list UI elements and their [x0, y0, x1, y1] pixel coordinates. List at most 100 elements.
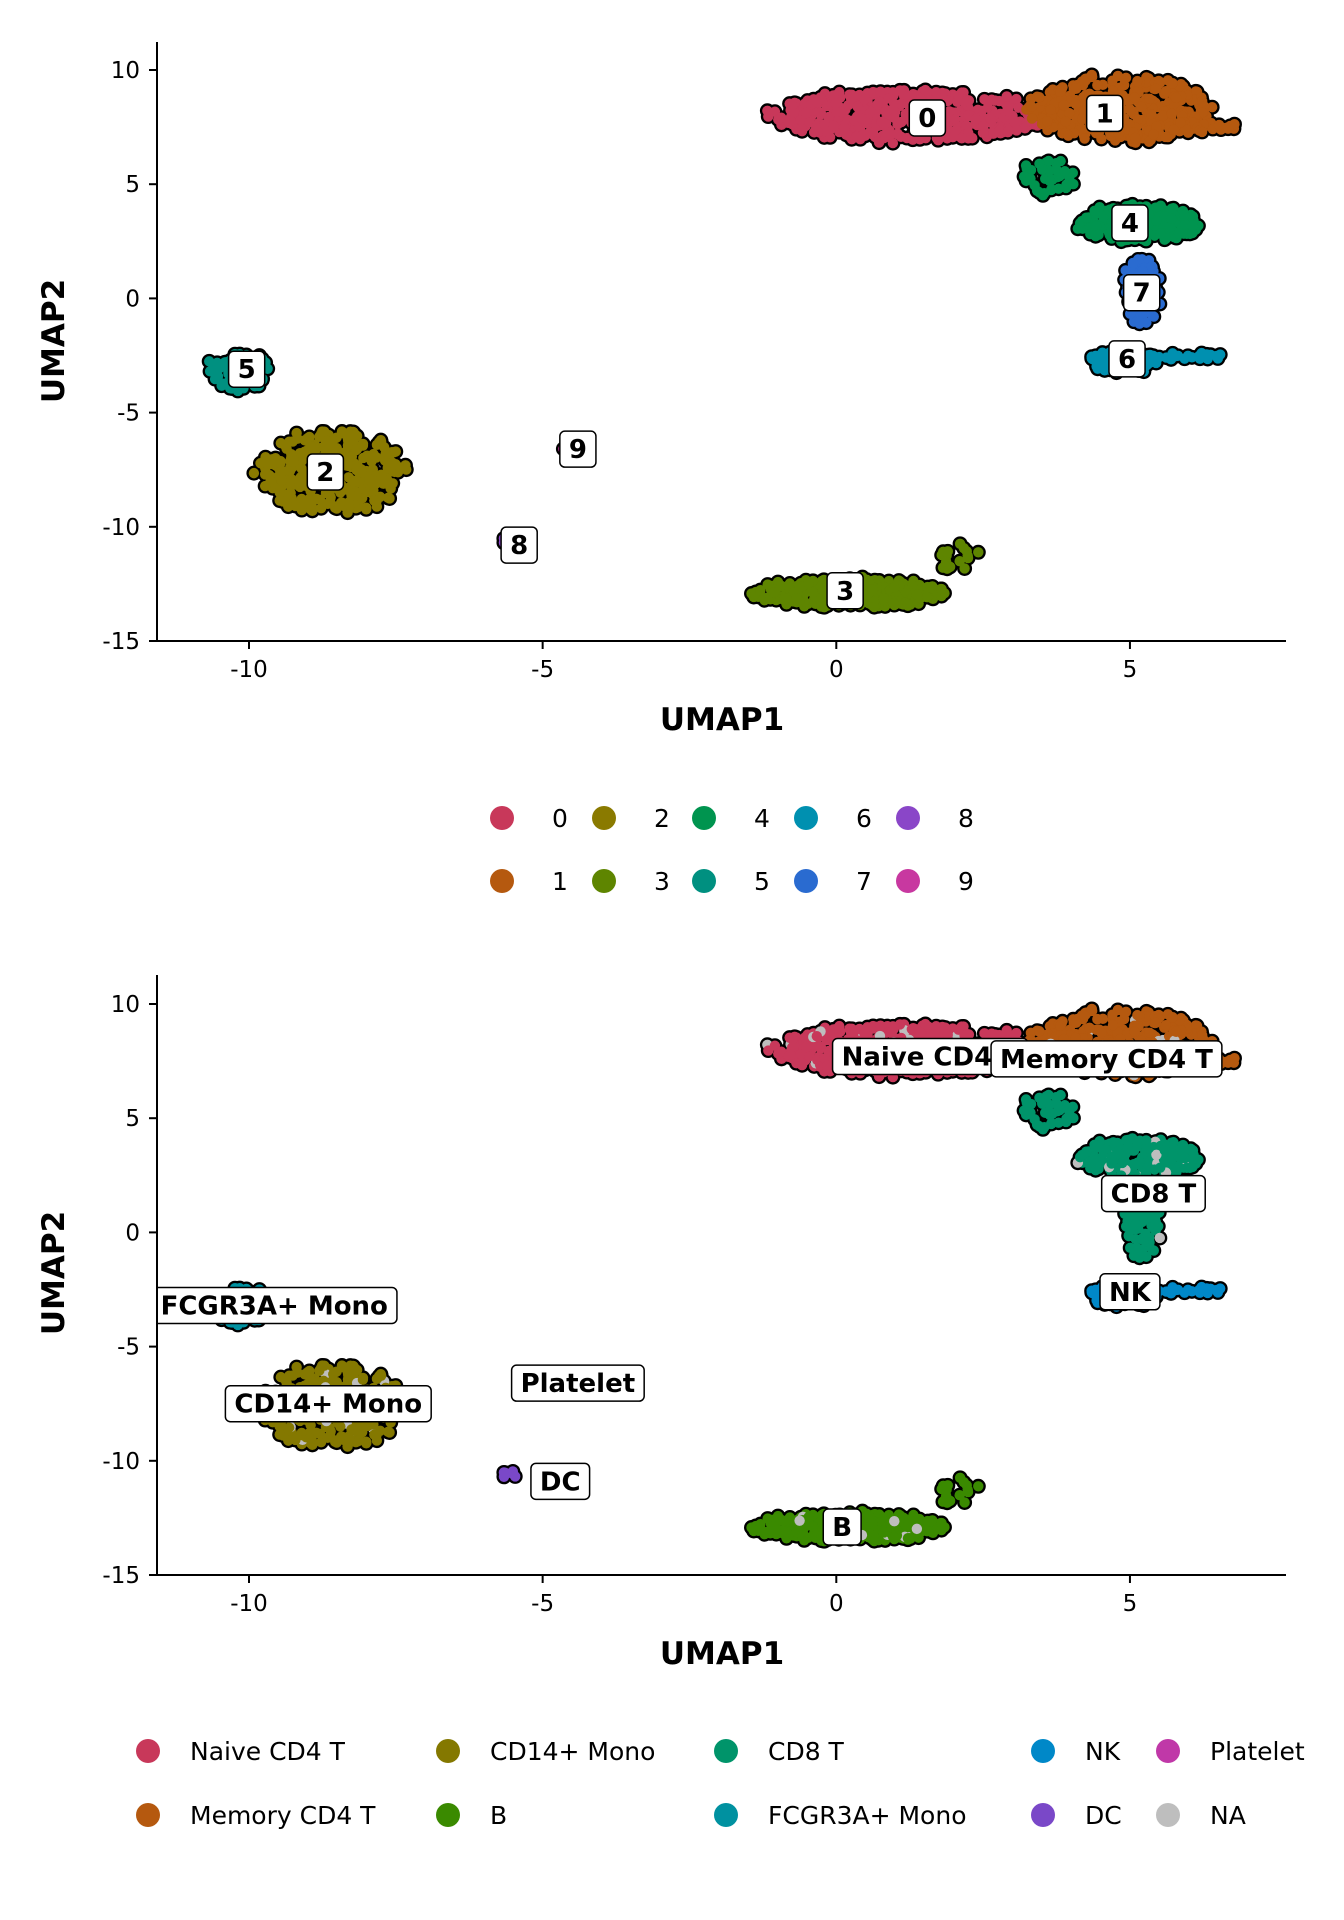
legend-label: 9 [958, 867, 974, 896]
data-point [1170, 92, 1182, 104]
legend-label: 6 [856, 804, 872, 833]
label-text: 9 [569, 435, 587, 465]
data-point [1070, 98, 1081, 110]
data-point [380, 448, 391, 460]
data-point [1136, 101, 1147, 113]
data-point [1001, 91, 1012, 102]
data-point [889, 581, 900, 593]
data-point [1059, 166, 1071, 177]
data-point [342, 460, 353, 472]
data-point [1160, 131, 1171, 143]
data-point [1150, 83, 1162, 95]
data-point [1013, 102, 1024, 113]
data-point [346, 490, 357, 501]
data-point [941, 547, 953, 558]
data-point [285, 455, 296, 467]
data-point [1053, 183, 1064, 194]
label-text: 4 [1121, 209, 1139, 239]
data-point [1119, 73, 1130, 85]
legend-dot-icon [490, 869, 514, 893]
data-point [867, 584, 878, 595]
data-point [1137, 266, 1148, 277]
data-point [1148, 129, 1159, 140]
data-point [376, 473, 387, 484]
data-point [369, 495, 380, 506]
legend-item: 1 [490, 867, 568, 896]
data-point [1154, 228, 1166, 239]
data-point [1130, 132, 1141, 144]
label-box [306, 453, 345, 491]
points-layer [201, 67, 1242, 615]
data-point [873, 137, 885, 148]
y-tick-label: 5 [125, 172, 140, 198]
data-point [1058, 99, 1070, 111]
legend-dot-icon [794, 806, 818, 830]
data-point [276, 475, 288, 486]
legend-dot-icon [592, 869, 616, 893]
data-point [1092, 354, 1103, 366]
data-point [1144, 93, 1155, 105]
data-point [956, 133, 967, 144]
y-tick-label: 10 [111, 58, 140, 84]
data-point [1132, 114, 1144, 125]
data-point [1158, 110, 1169, 121]
label-box [1122, 273, 1161, 312]
data-point [902, 599, 914, 610]
data-point [985, 113, 997, 125]
data-point [869, 601, 880, 613]
data-point [304, 431, 315, 443]
data-point [888, 597, 899, 609]
data-point [888, 89, 899, 101]
x-axis-title: UMAP1 [660, 702, 784, 738]
data-point [779, 593, 791, 604]
label-text: 1 [1096, 99, 1114, 129]
data-point [1179, 209, 1190, 221]
legend-dot-icon [896, 806, 920, 830]
data-point [1166, 108, 1178, 120]
data-point [1172, 350, 1184, 362]
data-point [1161, 352, 1172, 363]
data-point [1187, 227, 1198, 239]
data-point [867, 86, 879, 98]
data-point [1107, 85, 1119, 97]
label-text: 6 [1118, 345, 1136, 375]
data-point [1093, 229, 1104, 241]
data-point [921, 591, 933, 603]
cluster-label: 3 [826, 572, 864, 610]
data-point [1129, 92, 1140, 103]
data-point [1186, 352, 1198, 363]
label-box [1085, 94, 1124, 133]
data-point [1051, 164, 1062, 176]
data-point [1077, 113, 1088, 124]
data-point [1003, 105, 1014, 117]
data-point [277, 466, 288, 477]
data-point [807, 587, 819, 598]
data-point [1034, 92, 1045, 103]
data-point [1168, 124, 1180, 135]
data-point [1026, 101, 1037, 112]
data-point [342, 430, 353, 441]
data-point [275, 437, 287, 449]
data-point [357, 440, 369, 451]
data-point [286, 474, 297, 485]
data-point [1196, 126, 1208, 138]
data-point [852, 101, 863, 112]
data-point [1222, 123, 1234, 134]
legend-dot-icon [592, 806, 616, 830]
data-point [1070, 83, 1082, 94]
label-box [227, 350, 266, 388]
data-point [943, 106, 955, 117]
data-point [1164, 221, 1176, 233]
data-point [755, 584, 766, 596]
legend-label: 7 [856, 867, 872, 896]
data-point [994, 95, 1005, 107]
point-fills [204, 69, 1240, 613]
cluster-label: 6 [1108, 340, 1146, 378]
label-text: 7 [1133, 279, 1151, 309]
cluster-label: 0 [908, 99, 947, 137]
label-text: 5 [238, 355, 256, 385]
legend-item: 9 [896, 867, 974, 896]
data-point [803, 577, 814, 589]
legend-dot-icon [490, 806, 514, 830]
